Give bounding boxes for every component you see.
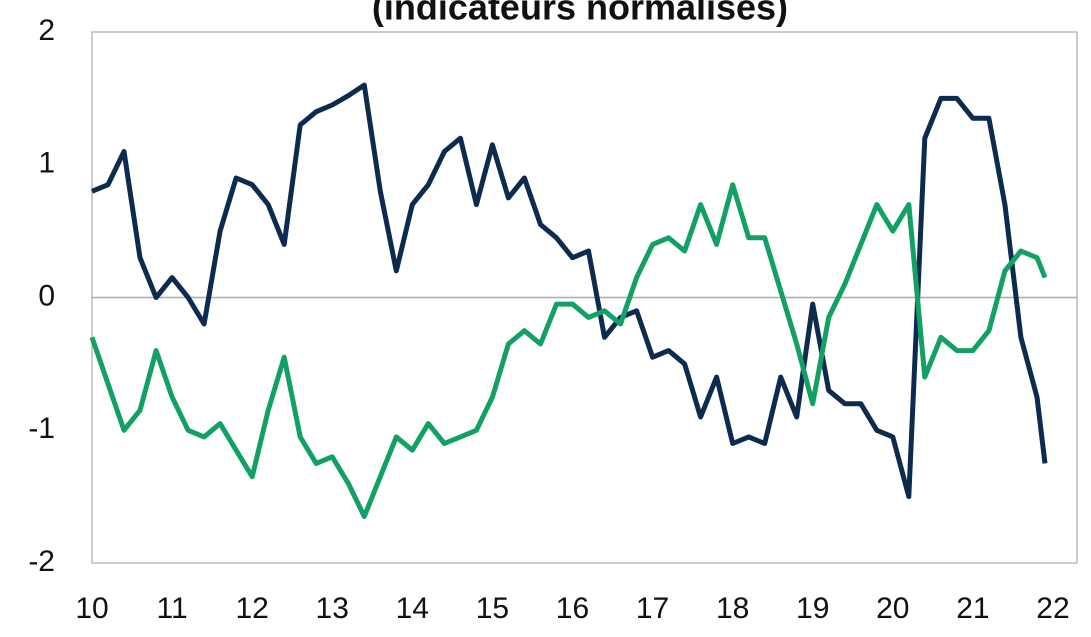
x-tick-label: 17 xyxy=(636,592,669,625)
y-tick-label: -2 xyxy=(28,545,55,578)
y-tick-label: 1 xyxy=(38,147,55,180)
x-tick-label: 11 xyxy=(157,592,188,625)
x-tick-label: 21 xyxy=(956,592,989,625)
y-tick-label: 2 xyxy=(38,14,55,47)
x-tick-label: 20 xyxy=(876,592,909,625)
series-line xyxy=(91,82,1048,500)
x-tick-label: 14 xyxy=(396,592,429,625)
x-tick-label: 22 xyxy=(1036,592,1069,625)
series-line xyxy=(89,182,1048,519)
chart-title: (indicateurs normalisés) xyxy=(372,0,788,28)
x-tick-label: 13 xyxy=(316,592,349,625)
x-tick-label: 18 xyxy=(716,592,749,625)
x-tick-label: 16 xyxy=(556,592,589,625)
x-tick-label: 19 xyxy=(796,592,829,625)
x-tick-label: 15 xyxy=(476,592,509,625)
y-tick-label: -1 xyxy=(28,412,55,445)
x-tick-label: 10 xyxy=(75,592,108,625)
x-tick-label: 12 xyxy=(235,592,268,625)
y-tick-label: 0 xyxy=(38,279,55,312)
